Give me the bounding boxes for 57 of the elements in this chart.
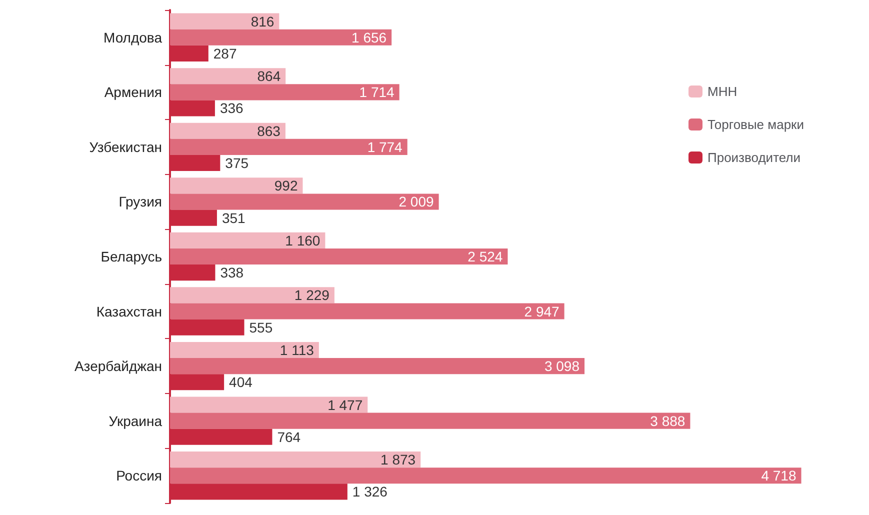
- data-label: 336: [220, 100, 244, 116]
- data-label: 3 888: [650, 412, 686, 429]
- y-tick-label: Узбекистан: [89, 138, 162, 155]
- y-tick-label: Азербайджан: [74, 358, 162, 374]
- data-label: 1 229: [294, 287, 330, 304]
- y-tick-label: Россия: [116, 468, 162, 484]
- bar: [170, 232, 326, 248]
- legend-label: Производители: [707, 150, 801, 165]
- data-label: 816: [250, 13, 274, 30]
- bar: [170, 29, 392, 46]
- data-label: 351: [222, 210, 246, 226]
- data-label: 1 326: [352, 484, 388, 500]
- data-label: 375: [225, 155, 249, 172]
- bar: [170, 13, 280, 30]
- y-tick-label: Грузия: [118, 194, 162, 210]
- data-label: 1 774: [367, 138, 403, 155]
- bar: [170, 303, 564, 320]
- data-label: 1 113: [280, 342, 314, 358]
- data-label: 2 524: [468, 248, 503, 264]
- bar: [170, 68, 286, 84]
- legend-label: МНН: [707, 84, 738, 99]
- data-label: 1 714: [359, 84, 395, 100]
- data-label: 992: [274, 178, 298, 194]
- data-label: 287: [213, 45, 237, 62]
- y-tick-label: Армения: [104, 84, 162, 100]
- data-label: 555: [249, 319, 273, 336]
- data-label: 764: [277, 428, 301, 445]
- data-label: 1 873: [380, 452, 416, 468]
- bar: [170, 84, 400, 100]
- data-label: 864: [257, 68, 281, 84]
- data-label: 2 947: [524, 303, 560, 320]
- data-label: 338: [220, 264, 244, 281]
- bar: [170, 287, 334, 304]
- data-label: 1 160: [285, 232, 320, 248]
- bar: [170, 396, 368, 413]
- data-label: 4 718: [761, 468, 796, 484]
- data-label: 1 656: [352, 29, 387, 46]
- bar: [170, 122, 286, 139]
- data-label: 863: [257, 122, 281, 139]
- bar: [170, 138, 408, 155]
- data-label: 3 098: [544, 358, 580, 374]
- bar: [170, 178, 303, 194]
- y-tick-label: Украина: [108, 412, 162, 429]
- bar: [170, 248, 508, 265]
- data-label: 404: [229, 374, 253, 390]
- bar: [170, 468, 802, 484]
- data-label: 1 477: [328, 396, 363, 413]
- data-label: 2 009: [398, 194, 434, 210]
- bar: [170, 194, 439, 210]
- bar: [170, 358, 585, 374]
- bar: [170, 412, 690, 429]
- y-tick-label: Казахстан: [96, 303, 162, 320]
- y-tick-label: Беларусь: [100, 248, 162, 264]
- bar: [170, 342, 319, 358]
- y-tick-label: Молдова: [104, 29, 162, 46]
- legend-label: Торговые марки: [707, 117, 804, 132]
- bar: [170, 452, 421, 468]
